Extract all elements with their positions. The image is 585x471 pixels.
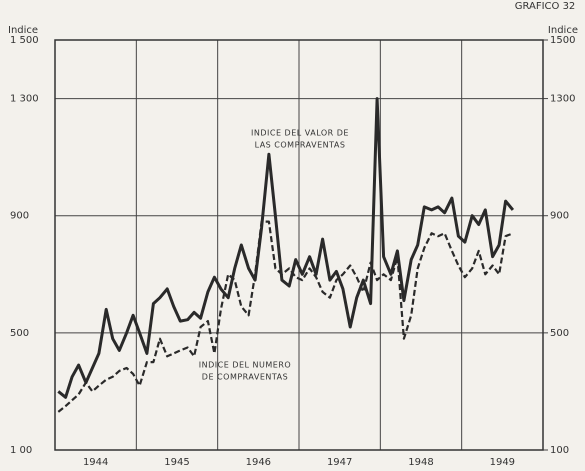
x-tick-label: 1947	[327, 457, 352, 468]
annotation: LAS COMPRAVENTAS	[255, 141, 346, 150]
annotation: INDICE DEL NUMERO	[199, 361, 291, 370]
chart-title: GRAFICO 32	[515, 1, 576, 12]
y-tick-label: 1 500	[10, 35, 39, 46]
y2-tick-label: 900	[550, 211, 569, 222]
y2-tick-label: 500	[550, 328, 569, 339]
x-tick-label: 1945	[164, 457, 189, 468]
annotation: DE COMPRAVENTAS	[202, 373, 288, 382]
y2-axis-label: Indice	[548, 25, 578, 36]
x-tick-label: 1946	[246, 457, 271, 468]
y2-tick-label: 100	[550, 445, 569, 456]
solid-line	[57, 97, 515, 399]
y-tick-label: 1 300	[10, 94, 39, 105]
x-tick-label: 1949	[490, 457, 515, 468]
dashed-line	[57, 220, 514, 413]
x-tick-label: 1944	[83, 457, 108, 468]
y-axis-label: Indice	[8, 25, 38, 36]
plot-frame	[54, 39, 544, 451]
y2-tick-label: 1300	[550, 94, 575, 105]
annotation: INDICE DEL VALOR DE	[251, 129, 349, 138]
y-tick-label: 900	[10, 211, 29, 222]
y2-tick-label: 1500	[550, 35, 575, 46]
y-tick-label: 1 00	[10, 445, 32, 456]
y-tick-label: 500	[10, 328, 29, 339]
x-tick-label: 1948	[408, 457, 433, 468]
